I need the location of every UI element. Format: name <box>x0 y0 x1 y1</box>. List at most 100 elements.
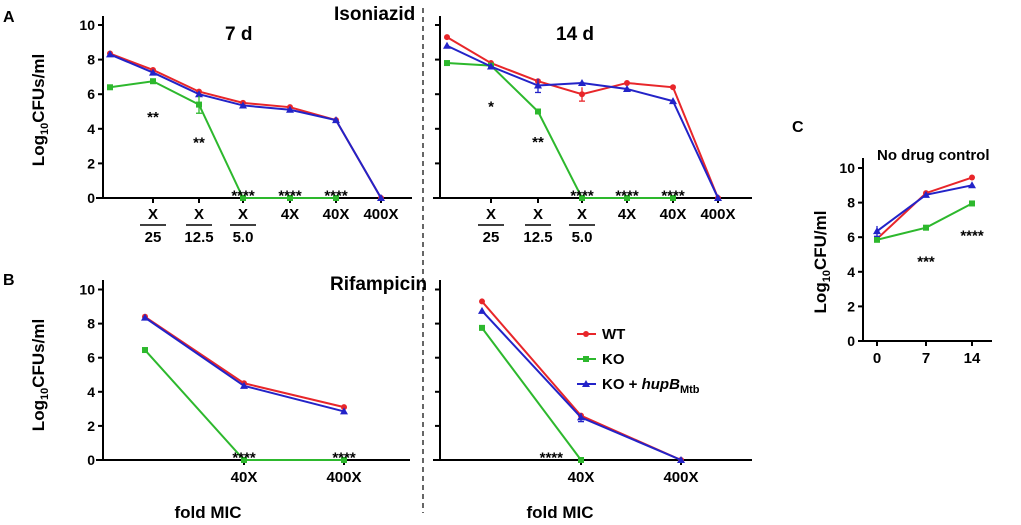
x-tick-label-denominator: 5.0 <box>233 229 254 246</box>
chart-rif14: 40X 400X **** <box>433 280 752 486</box>
data-point-ko <box>341 457 347 463</box>
x-tick-label-denominator: 12.5 <box>184 229 213 246</box>
significance-label: **** <box>332 450 356 467</box>
data-point-ko-comp <box>623 85 631 93</box>
legend-entry-ko: KO <box>577 351 625 368</box>
data-point-wt <box>341 404 347 411</box>
panel-label-c: C <box>792 119 804 136</box>
data-point-wt <box>479 298 485 305</box>
x-tick-label: X <box>238 206 248 223</box>
rifampicin-title: Rifampicin <box>330 274 427 295</box>
y-tick-label: 8 <box>847 195 855 211</box>
data-point-wt <box>670 84 676 91</box>
x-tick-label: X <box>486 206 496 223</box>
significance-label: **** <box>615 187 639 204</box>
isoniazid-title: Isoniazid <box>334 4 415 25</box>
data-point-ko <box>923 224 929 231</box>
y-tick-label: 10 <box>839 160 855 176</box>
y-tick-label: 6 <box>87 86 95 102</box>
data-point-ko <box>287 195 293 201</box>
significance-label: **** <box>231 187 255 204</box>
legend-wt-label: WT <box>602 326 625 343</box>
x-tick-label: 4X <box>618 206 636 223</box>
y-axis-title-rifampicin: Log10CFUs/ml <box>29 319 51 431</box>
chart-rif7: 0 2 4 6 8 10 40X 400X **** **** <box>79 280 410 486</box>
data-point-ko-comp <box>340 407 348 415</box>
y-tick-label: 0 <box>87 452 95 468</box>
data-point-ko-comp <box>149 68 157 76</box>
data-point-ko <box>150 78 156 85</box>
data-point-ko <box>444 60 450 67</box>
data-point-ko-comp <box>578 78 586 86</box>
data-point-ko <box>969 200 975 207</box>
y-tick-label: 4 <box>87 384 95 400</box>
y-tick-label: 8 <box>87 52 95 68</box>
x-tick-label: X <box>533 206 543 223</box>
significance-label: **** <box>278 187 302 204</box>
data-point-ko <box>670 195 676 201</box>
data-point-ko <box>241 457 247 463</box>
significance-label: **** <box>661 187 685 204</box>
y-axis-title-isoniazid: Log10CFUs/ml <box>29 54 51 166</box>
panel-label-a: A <box>3 9 15 26</box>
significance-label: **** <box>570 187 594 204</box>
data-point-ko <box>624 195 630 201</box>
y-tick-label: 8 <box>87 316 95 332</box>
y-tick-label: 0 <box>847 333 855 349</box>
svg-text:Log10CFUs/ml: Log10CFUs/ml <box>29 319 51 431</box>
data-point-ko-comp <box>922 190 930 198</box>
x-tick-label: X <box>148 206 158 223</box>
data-point-wt <box>969 174 975 181</box>
svg-text:Log10CFU/ml: Log10CFU/ml <box>811 211 833 314</box>
significance-label: **** <box>232 450 256 467</box>
y-tick-label: 2 <box>847 298 855 314</box>
y-tick-label: 10 <box>79 282 95 298</box>
series-line-ko-inh14 <box>446 62 673 199</box>
data-point-ko-comp <box>677 456 685 463</box>
x-tick-label: X <box>194 206 204 223</box>
significance-label: ** <box>532 134 544 151</box>
data-point-ko-comp <box>478 306 486 314</box>
x-tick-label: X <box>577 206 587 223</box>
data-point-ko <box>107 84 113 91</box>
x-tick-label: 40X <box>660 206 687 223</box>
series-line-ko-comp-rif7 <box>144 316 345 413</box>
significance-label: **** <box>324 187 348 204</box>
series-line-wt-rif7 <box>144 315 345 409</box>
x-tick-label: 40X <box>323 206 350 223</box>
x-tick-label-denominator: 25 <box>145 229 162 246</box>
data-point-ko <box>479 324 485 331</box>
significance-label: **** <box>540 450 564 467</box>
data-point-ko-comp <box>669 97 677 105</box>
x-tick-label-denominator: 5.0 <box>572 229 593 246</box>
data-point-wt <box>444 34 450 41</box>
x-tick-label: 14 <box>964 350 981 367</box>
x-tick-label: 400X <box>363 206 398 223</box>
data-point-ko-comp <box>714 194 722 201</box>
data-point-ko-comp <box>141 313 149 321</box>
significance-label: * <box>488 98 494 115</box>
y-tick-label: 2 <box>87 418 95 434</box>
data-point-ko <box>874 236 880 243</box>
data-point-ko <box>535 108 541 115</box>
legend-entry-ko-comp: KO + hupBMtb <box>577 376 700 396</box>
significance-label: ** <box>147 109 159 126</box>
significance-label: *** <box>917 254 935 271</box>
x-tick-label: 7 <box>922 350 930 367</box>
x-axis-title-rif14: fold MIC <box>526 503 593 522</box>
y-tick-label: 4 <box>87 121 95 137</box>
day7-subtitle: 7 d <box>225 24 252 45</box>
data-point-ko <box>578 457 584 463</box>
legend-ko-marker <box>583 356 589 362</box>
series-line-ko-rif7 <box>144 349 344 461</box>
data-point-ko-comp <box>377 194 385 201</box>
x-tick-label: 400X <box>700 206 735 223</box>
data-point-ko <box>579 195 585 201</box>
data-point-ko-comp <box>106 50 114 58</box>
data-point-ko <box>142 347 148 354</box>
y-tick-label: 10 <box>79 17 95 33</box>
